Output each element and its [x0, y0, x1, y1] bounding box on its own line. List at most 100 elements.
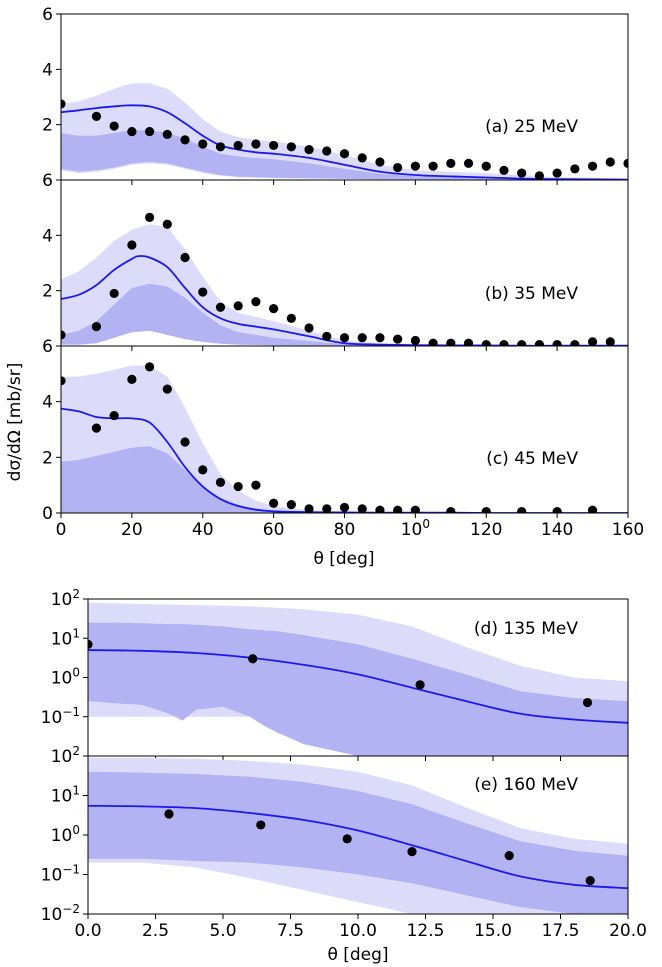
data-point-c	[215, 477, 226, 487]
data-point-c	[322, 504, 332, 513]
data-point-a	[109, 121, 119, 131]
data-point-d	[248, 654, 258, 664]
annotation-d: (d) 135 MeV	[474, 619, 578, 639]
data-point-a	[198, 139, 208, 149]
data-point-b	[61, 330, 66, 340]
data-point-b	[357, 333, 367, 343]
theory-curve-e	[88, 804, 628, 890]
y-tick-label-e: 102	[51, 744, 80, 767]
data-point-e	[256, 820, 266, 830]
data-point-b	[198, 287, 208, 297]
data-point-b	[233, 301, 243, 311]
annotation-e: (e) 160 MeV	[474, 775, 578, 795]
data-point-a	[304, 144, 314, 155]
y-tick-label-c: 2	[42, 448, 53, 468]
y-tick-label-b: 4	[42, 226, 53, 246]
x-axis-label-top: θ [deg]	[313, 549, 374, 569]
data-point-a	[552, 168, 562, 178]
x-tick-label-c: 160	[612, 520, 644, 540]
data-point-d	[582, 697, 593, 708]
y-tick-label-c: 6	[42, 337, 53, 357]
data-point-a	[499, 165, 509, 175]
data-point-a	[481, 161, 491, 171]
data-point-b	[162, 219, 172, 229]
data-point-b	[339, 333, 350, 343]
data-point-a	[446, 158, 456, 168]
data-point-c	[552, 507, 562, 513]
data-point-a	[286, 142, 296, 152]
data-point-a	[233, 140, 243, 151]
y-tick-label-b: 6	[42, 171, 53, 191]
data-point-c	[304, 504, 314, 513]
data-point-b	[144, 212, 155, 222]
data-point-a	[61, 99, 66, 109]
x-tick-label-e: 20.0	[609, 921, 647, 941]
annotation-c: (c) 45 MeV	[486, 449, 578, 469]
x-tick-label-c: 60	[263, 520, 285, 540]
x-tick-label-c: 100	[401, 517, 430, 540]
data-point-b	[517, 340, 527, 346]
data-point-b	[552, 340, 562, 346]
data-point-b	[499, 340, 509, 346]
x-axis-label-bottom: θ [deg]	[327, 945, 388, 965]
data-point-d	[88, 639, 93, 649]
data-point-a	[127, 126, 137, 137]
y-tick-label-b: 2	[42, 282, 53, 302]
data-point-c	[286, 500, 296, 510]
band-inner-b	[61, 283, 628, 346]
data-point-c	[144, 362, 155, 372]
data-point-a	[339, 149, 350, 159]
plot-area-a	[61, 83, 628, 180]
data-point-c	[61, 376, 66, 386]
x-tick-label-c: 20	[121, 520, 143, 540]
data-point-c	[446, 507, 456, 513]
panel-d: 10−1 100 101 102 (d) 135 MeV	[41, 587, 629, 761]
data-point-b	[534, 340, 545, 346]
data-point-b	[91, 322, 102, 332]
data-point-a	[215, 142, 226, 152]
y-tick-label-d: 101	[51, 626, 80, 649]
data-point-a	[269, 140, 279, 151]
data-point-c	[162, 384, 172, 394]
data-point-d	[415, 680, 425, 690]
x-tick-label-e: 15.0	[474, 921, 512, 941]
x-tick-label-c: 140	[541, 520, 573, 540]
data-point-a	[517, 168, 527, 178]
data-point-c	[339, 502, 350, 513]
y-tick-label-a: 2	[42, 116, 53, 136]
x-tick-label-e: 17.5	[542, 921, 580, 941]
data-point-b	[322, 331, 332, 341]
annotation-b: (b) 35 MeV	[485, 284, 579, 304]
data-point-a	[322, 146, 332, 156]
data-point-a	[410, 161, 420, 171]
panel-a: 2 4 6 (a) 25 MeV	[42, 5, 629, 185]
data-point-b	[286, 313, 296, 323]
data-point-c	[269, 498, 279, 508]
y-tick-label-e: 10−1	[41, 863, 80, 886]
data-point-b	[251, 297, 261, 307]
data-point-c	[198, 465, 208, 475]
data-point-b	[605, 337, 615, 346]
data-point-e	[585, 876, 595, 886]
annotation-a: (a) 25 MeV	[485, 117, 578, 137]
data-point-a	[393, 162, 403, 173]
band-inner-e	[88, 771, 628, 914]
data-point-b	[109, 288, 119, 299]
data-point-a	[605, 157, 615, 167]
data-point-a	[180, 135, 190, 145]
data-point-b	[570, 340, 580, 346]
data-point-b	[446, 338, 456, 346]
data-point-b	[269, 304, 279, 314]
data-point-a	[534, 171, 545, 180]
x-tick-label-e: 5.0	[209, 921, 236, 941]
x-tick-label-e: 10.0	[339, 921, 377, 941]
theory-curve-d	[88, 649, 628, 724]
x-tick-label-c: 120	[470, 520, 502, 540]
x-tick-label-c: 0	[56, 520, 67, 540]
data-point-a	[375, 157, 385, 167]
data-point-a	[428, 161, 438, 171]
data-point-c	[91, 423, 102, 433]
data-point-e	[407, 846, 417, 857]
